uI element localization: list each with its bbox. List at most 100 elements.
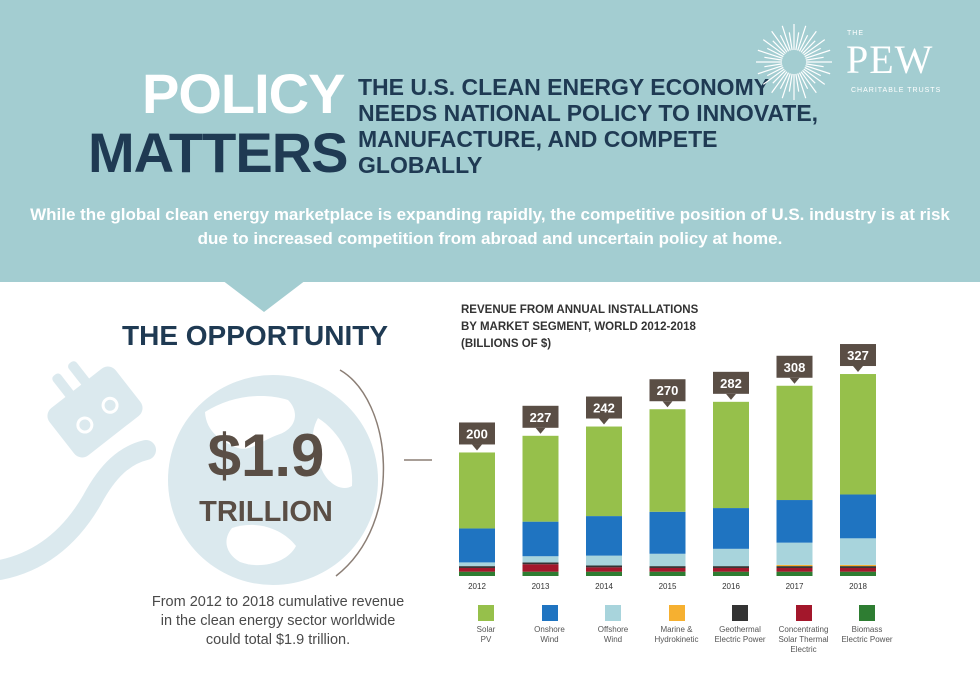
legend-label: Hydrokinetic <box>654 635 699 644</box>
bar-segment <box>840 567 876 572</box>
bar-segment <box>776 385 813 501</box>
cumulative-revenue-value: $1.9 <box>207 422 325 489</box>
value-label-box <box>649 379 686 402</box>
legend-swatch <box>605 605 621 621</box>
bar-segment <box>459 528 495 563</box>
chart-title-line3: (BILLIONS OF $) <box>461 338 552 350</box>
sun-ray <box>804 47 822 58</box>
legend-item: Concentrating Solar Thermal Electric <box>766 605 842 655</box>
bar-segment <box>649 567 686 572</box>
legend-item: Geothermal Electric Power <box>702 605 778 645</box>
value-label-box <box>522 405 559 428</box>
sun-ray <box>795 32 800 51</box>
logo-pew: PEW <box>846 37 934 82</box>
sun-ray <box>766 47 784 58</box>
legend-label: Wind <box>603 635 623 644</box>
bar-segment <box>776 571 813 576</box>
sun-ray <box>757 65 783 75</box>
bar-segment <box>586 426 622 517</box>
plug-icon <box>47 361 143 458</box>
bar-segment <box>840 494 876 539</box>
bar-segment <box>713 566 749 568</box>
sun-ray <box>772 40 786 54</box>
globe-land-south <box>226 524 296 566</box>
bar-segment <box>459 571 495 576</box>
bar-segment <box>840 538 876 565</box>
legend-label: Concentrating <box>778 625 829 634</box>
sun-ray <box>805 49 831 59</box>
sun-ray <box>800 30 817 53</box>
value-label-box <box>776 355 813 378</box>
chart-title-line2: BY MARKET SEGMENT, WORLD 2012-2018 <box>461 321 696 333</box>
legend-label: Onshore <box>534 625 565 634</box>
value-label-pointer <box>599 418 609 425</box>
value-label-pointer <box>726 393 736 400</box>
bar-segment <box>459 562 495 567</box>
legend-label: Solar Thermal <box>778 635 829 644</box>
bar-segment <box>586 567 622 572</box>
x-tick-label: 2013 <box>532 582 550 591</box>
sun-ray <box>779 34 790 52</box>
sun-ray <box>800 71 817 94</box>
chart-title-line1: REVENUE FROM ANNUAL INSTALLATIONS <box>461 304 699 316</box>
value-label: 227 <box>530 410 552 425</box>
opportunity-title: THE OPPORTUNITY <box>122 320 389 351</box>
sun-ray <box>804 66 822 77</box>
bar-segment <box>649 566 686 568</box>
value-label: 282 <box>720 376 742 391</box>
value-label-pointer <box>662 401 673 408</box>
sun-ray <box>762 39 785 56</box>
bar-segment <box>522 564 559 572</box>
headline: THE U.S. CLEAN ENERGY ECONOMY NEEDS NATI… <box>358 74 819 178</box>
legend-label: Solar <box>476 625 496 634</box>
legend-swatch <box>732 605 748 621</box>
sun-ray <box>805 56 824 61</box>
legend-label: PV <box>480 635 492 644</box>
legend-label: Offshore <box>597 625 629 634</box>
bar-segment <box>649 553 686 567</box>
value-label: 270 <box>657 383 679 398</box>
bar-segment <box>522 521 559 557</box>
sun-ray <box>781 25 791 51</box>
sun-ray <box>795 73 800 92</box>
bar-segment <box>649 409 686 512</box>
bar-segment <box>713 401 749 509</box>
sun-ray <box>797 25 807 51</box>
sun-ray <box>762 68 785 85</box>
logo-subtitle: CHARITABLE TRUSTS <box>851 87 942 94</box>
title-matters: MATTERS <box>88 121 349 184</box>
sun-ray <box>798 72 809 90</box>
legend-item: Marine & Hydrokinetic <box>639 605 715 645</box>
legend-label: Biomass <box>851 625 883 634</box>
x-tick-label: 2012 <box>468 582 486 591</box>
sun-ray <box>779 72 790 90</box>
bar-segment <box>840 571 876 576</box>
bar-segment <box>522 562 559 565</box>
chart-title: REVENUE FROM ANNUAL INSTALLATIONS BY MAR… <box>461 302 698 353</box>
value-label: 242 <box>593 401 615 416</box>
legend-label: Electric <box>790 645 817 654</box>
sun-ray <box>802 70 816 84</box>
bar-segment <box>586 571 622 576</box>
sun-ray <box>766 66 784 77</box>
legend-swatch <box>541 605 558 621</box>
sun-ray <box>805 65 831 75</box>
legend-label: Electric Power <box>714 635 766 644</box>
sun-ray <box>805 63 824 68</box>
bar-segment <box>522 571 559 576</box>
legend-swatch <box>668 605 685 621</box>
plug-cord-icon <box>0 440 156 580</box>
stacked-bar-chart: 200 2012 227 2013 242 2014 270 2015 282 2016 308 20… <box>459 344 876 591</box>
legend-item: Biomass Electric Power <box>829 605 905 645</box>
bar-segment <box>840 566 876 568</box>
value-label-pointer <box>472 444 482 451</box>
globe-land-east <box>312 418 353 489</box>
bar-segment <box>459 566 495 568</box>
bar-segment <box>713 508 749 549</box>
sun-ray <box>771 71 788 94</box>
bar-segment <box>776 566 813 568</box>
bar-segment <box>586 565 622 568</box>
pew-sunburst-logo-icon <box>756 24 832 100</box>
value-label-pointer <box>535 427 546 434</box>
bar-segment <box>649 511 686 554</box>
